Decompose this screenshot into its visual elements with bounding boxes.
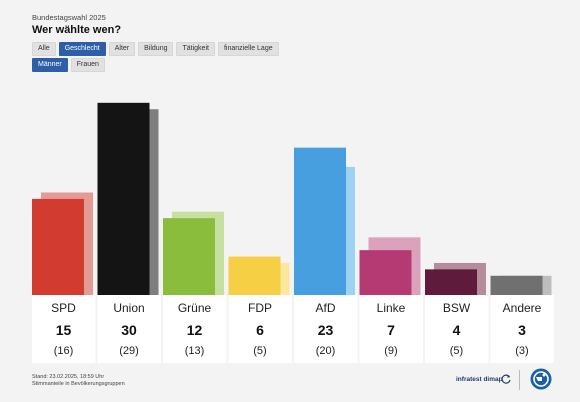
previous-value-label: (3) — [515, 345, 528, 357]
chart-title: Wer wählte wen? — [32, 24, 122, 36]
party-label: BSW — [443, 301, 471, 315]
previous-value-label: (13) — [185, 345, 205, 357]
bar-current-afd — [294, 147, 346, 295]
infratest-dimap-logo: infratest dimap — [456, 376, 503, 383]
tab-geschlecht[interactable]: Geschlecht — [58, 42, 106, 56]
tab-taetigkeit[interactable]: Tätigkeit — [176, 42, 215, 56]
previous-value-label: (5) — [253, 345, 266, 357]
tab-bildung[interactable]: Bildung — [138, 42, 174, 56]
bar-current-union — [97, 102, 150, 295]
footer-description: Stimmanteile in Bevölkerungsgruppen — [32, 381, 125, 387]
party-label: Linke — [377, 301, 406, 315]
broadcaster-logo-icon — [530, 368, 552, 390]
chart-kicker: Bundestagswahl 2025 — [32, 13, 106, 22]
label-panel-bsw — [425, 295, 489, 363]
party-label: SPD — [51, 301, 76, 315]
bar-current-fdp — [228, 256, 281, 295]
bar-current-linke — [359, 250, 412, 295]
value-label: 12 — [187, 322, 203, 338]
footer-divider — [519, 370, 520, 390]
previous-value-label: (20) — [316, 345, 336, 357]
bar-current-spd — [32, 198, 84, 295]
bar-current-andere — [490, 275, 543, 295]
label-panel-grüne — [163, 295, 227, 363]
value-label: 15 — [56, 322, 72, 338]
footer-note: Stand: 23.02.2025, 18:59 Uhr Stimmanteil… — [32, 374, 125, 388]
value-label: 6 — [256, 322, 264, 338]
label-panel-fdp — [228, 295, 292, 363]
subfilter-tabs: Männer Frauen — [32, 58, 105, 72]
refresh-icon — [501, 374, 511, 384]
bar-current-grüne — [163, 218, 215, 295]
bar-current-bsw — [425, 269, 477, 295]
previous-value-label: (9) — [384, 345, 397, 357]
footer-timestamp: Stand: 23.02.2025, 18:59 Uhr — [32, 374, 105, 380]
previous-value-label: (16) — [54, 345, 74, 357]
tab-frauen[interactable]: Frauen — [70, 58, 105, 72]
party-label: FDP — [248, 301, 272, 315]
label-panel-andere — [490, 295, 554, 363]
label-panel-afd — [294, 295, 358, 363]
previous-value-label: (29) — [119, 345, 139, 357]
filter-tabs: Alle Geschlecht Alter Bildung Tätigkeit … — [32, 42, 279, 56]
tab-alle[interactable]: Alle — [32, 42, 56, 56]
tab-finanzielle-lage[interactable]: finanzielle Lage — [217, 42, 279, 56]
party-label: Union — [113, 301, 144, 315]
value-label: 30 — [121, 322, 137, 338]
previous-value-label: (5) — [450, 345, 463, 357]
value-label: 23 — [318, 322, 334, 338]
tab-alter[interactable]: Alter — [108, 42, 136, 56]
label-panel-linke — [359, 295, 423, 363]
label-panel-union — [97, 295, 161, 363]
tab-maenner[interactable]: Männer — [32, 58, 68, 72]
label-panel-spd — [32, 295, 96, 363]
value-label: 3 — [518, 322, 526, 338]
party-label: AfD — [315, 301, 335, 315]
value-label: 4 — [453, 322, 461, 338]
party-label: Andere — [503, 301, 542, 315]
value-label: 7 — [387, 322, 395, 338]
party-label: Grüne — [178, 301, 212, 315]
